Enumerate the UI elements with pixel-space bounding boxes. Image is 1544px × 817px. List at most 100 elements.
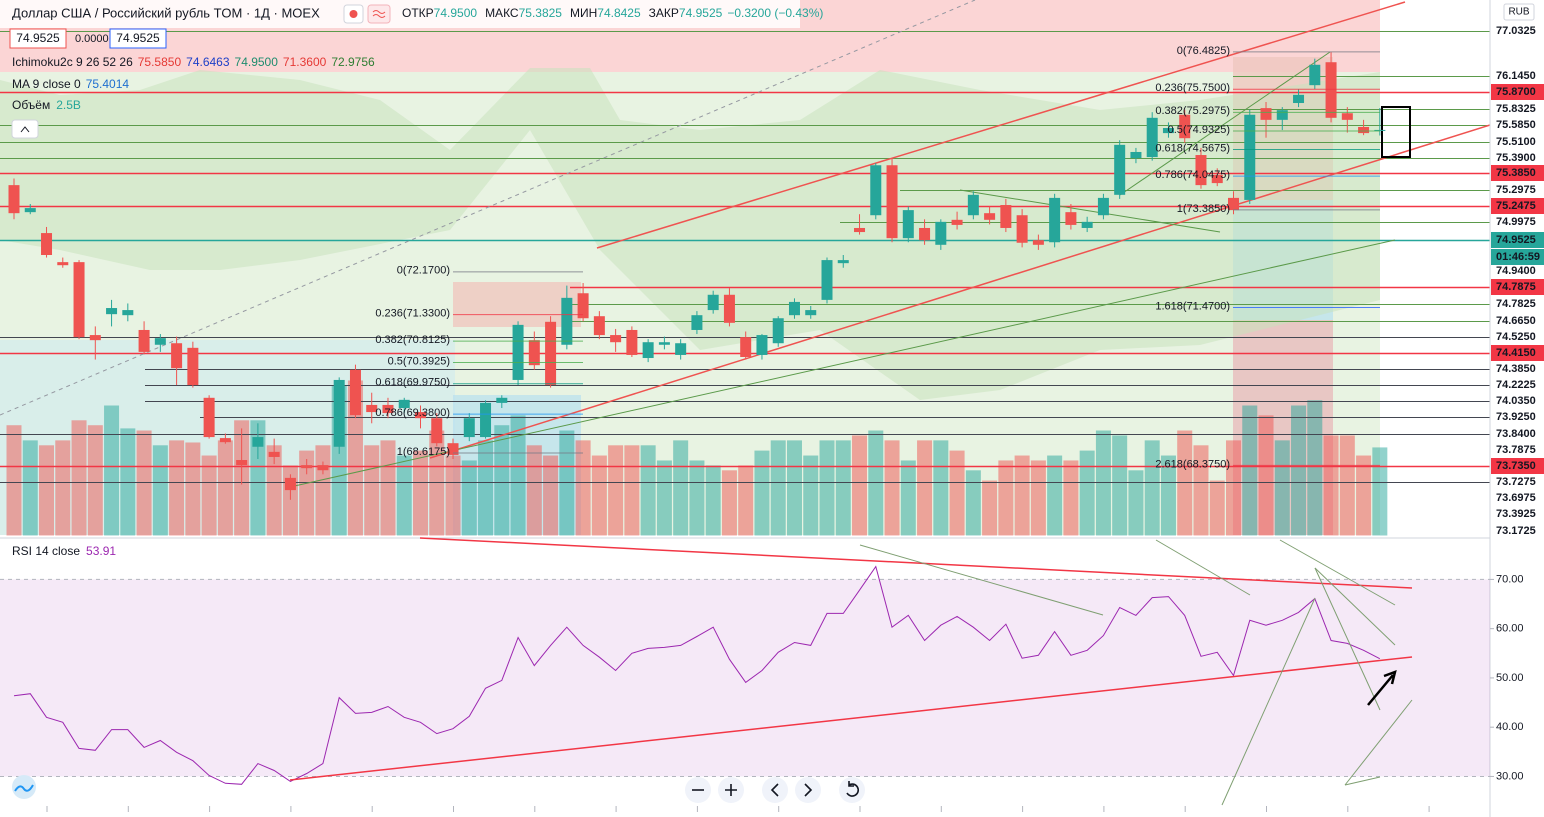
ask: 74.9525 — [116, 31, 160, 45]
candle-body — [1146, 117, 1158, 158]
spread: 0.0000 — [75, 33, 109, 45]
fib-label: 2.618(68.3750) — [1155, 458, 1230, 470]
fib-label: 0(76.4825) — [1177, 45, 1230, 57]
candle-body — [219, 438, 231, 443]
volume-bar — [250, 420, 266, 536]
ma-value: 75.4014 — [86, 77, 130, 91]
logo[interactable] — [12, 775, 36, 799]
trend-line — [859, 544, 1104, 616]
fib-label: 1(73.3850) — [1177, 203, 1230, 215]
volume-bar — [185, 442, 201, 536]
candle-body — [610, 335, 622, 343]
candle-body — [658, 342, 670, 345]
candle-body — [1097, 197, 1109, 216]
icon — [846, 781, 860, 797]
fib-label: 0.236(75.7500) — [1155, 82, 1230, 94]
volume-bar — [884, 440, 900, 536]
fib-label: 1.618(71.4700) — [1155, 300, 1230, 312]
reset[interactable] — [839, 777, 865, 803]
candle-body — [57, 262, 69, 266]
price-label: 73.9250 — [1496, 411, 1536, 423]
candle-body — [1016, 215, 1028, 243]
volume-bar — [689, 460, 705, 536]
trend-line — [1279, 539, 1396, 606]
volume-value: 2.5B — [56, 98, 81, 112]
fib-label: 0.786(69.3800) — [375, 407, 450, 419]
ichimoku-value: 71.3600 — [283, 55, 327, 69]
ichimoku-name: Ichimoku2c 9 26 52 26 — [12, 55, 133, 69]
candle-body — [740, 337, 752, 357]
price-label: 75.8700 — [1496, 86, 1536, 98]
rsi-value: 53.91 — [86, 544, 116, 558]
change: −0.3200 (−0.43%) — [727, 6, 823, 20]
candle-body — [171, 343, 183, 369]
trend-line — [289, 239, 1396, 488]
currency-box[interactable] — [1503, 3, 1535, 21]
bid-box — [9, 28, 67, 49]
price-label: 75.3850 — [1496, 167, 1536, 179]
candle-body — [496, 397, 508, 403]
candle-body — [1032, 240, 1044, 245]
volume-bar — [1160, 455, 1176, 536]
candle-body — [837, 260, 849, 264]
candle-body — [935, 221, 947, 245]
volume-bar — [315, 445, 331, 536]
trend-line — [1344, 776, 1381, 786]
price-label: 75.2475 — [1496, 200, 1536, 212]
time-axis — [46, 806, 1430, 812]
candle-body — [1260, 108, 1272, 120]
volume-bar — [136, 430, 152, 536]
volume-bar — [933, 440, 949, 536]
candle-body — [41, 233, 53, 255]
ma-name: MA 9 close 0 — [12, 77, 81, 91]
fib-label: 0(72.1700) — [397, 265, 450, 277]
volume-bar — [1291, 405, 1307, 536]
ma-legend: MA 9 close 0 75.4014 — [12, 77, 129, 91]
price-label: 74.9400 — [1496, 265, 1536, 277]
candle-body — [1276, 110, 1288, 120]
volume-bar — [591, 455, 607, 536]
rsi-line — [13, 565, 1381, 785]
volume-bar — [900, 460, 916, 536]
price-label: 76.1450 — [1496, 70, 1536, 82]
countdown: 01:46:59 — [1496, 251, 1540, 263]
candle-body — [1358, 126, 1370, 134]
candle-body — [187, 347, 199, 386]
candle-body — [252, 437, 264, 447]
volume-bar — [673, 440, 689, 536]
volume-bar — [39, 445, 55, 536]
scroll-left[interactable] — [762, 777, 788, 803]
icon-button[interactable] — [367, 4, 391, 24]
volume-bar — [819, 440, 835, 536]
volume-bar — [347, 380, 363, 536]
price-label: 75.5100 — [1496, 136, 1536, 148]
candle-body — [642, 342, 654, 359]
candle-body — [593, 316, 605, 336]
trend-line — [1314, 567, 1381, 711]
ichimoku-value: 74.6463 — [186, 55, 230, 69]
volume-bar — [266, 445, 282, 536]
collapse-button[interactable] — [11, 119, 39, 139]
highlight-box — [1381, 106, 1411, 158]
candle-body — [24, 208, 36, 213]
candle-body — [1114, 144, 1126, 195]
volume-bar — [1242, 405, 1258, 536]
candle-body — [886, 165, 898, 239]
price-label: 74.4150 — [1496, 347, 1536, 359]
volume-bar — [721, 470, 737, 536]
fib-labels: 0(76.4825) 0.236(75.7500) 0.382(75.2975) 0.… — [375, 45, 1380, 470]
candle-body — [122, 310, 134, 316]
rsi-band — [0, 579, 1490, 777]
ohlc-label: ЗАКР — [649, 6, 679, 20]
price-label: 74.7875 — [1496, 281, 1536, 293]
countdown-bg — [1491, 249, 1544, 265]
candle-body — [1293, 94, 1305, 104]
ohlc-value: 75.3825 — [519, 6, 563, 20]
scroll-right[interactable] — [795, 777, 821, 803]
volume-bar — [87, 425, 103, 536]
trend-line — [289, 656, 1413, 781]
volume-bar — [982, 480, 998, 536]
trend-line — [596, 1, 1406, 249]
volume-bar — [1209, 480, 1225, 536]
trend-line — [429, 124, 1491, 459]
